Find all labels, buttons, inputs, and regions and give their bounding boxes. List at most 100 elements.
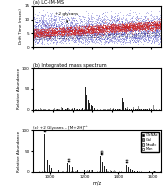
Point [151, 30, 153, 33]
Bar [156, 109, 157, 110]
Point [125, 24, 128, 27]
Point [74, 33, 76, 36]
Point [80, 29, 83, 33]
Point [106, 34, 109, 37]
Point [125, 18, 128, 21]
Point [76, 30, 79, 33]
Point [115, 30, 118, 33]
Point [114, 26, 116, 29]
Point [136, 34, 139, 37]
Point [96, 26, 99, 29]
Point [121, 28, 123, 31]
Point [129, 29, 132, 32]
Point [55, 40, 57, 43]
Point [114, 25, 116, 28]
Point [116, 17, 119, 20]
Point [104, 21, 107, 24]
Point [49, 36, 52, 39]
Point [123, 32, 125, 35]
Point [121, 26, 124, 29]
Point [112, 19, 115, 22]
Point [135, 34, 138, 37]
Point [136, 27, 138, 30]
Point [82, 31, 84, 34]
Point [45, 32, 47, 35]
Point [92, 26, 94, 29]
Point [134, 26, 137, 29]
Point [139, 35, 142, 38]
Point [140, 31, 143, 34]
Point [73, 23, 76, 26]
Point [143, 37, 146, 40]
Point [41, 29, 44, 32]
Point [54, 24, 57, 27]
Point [49, 31, 52, 34]
Point [52, 31, 54, 34]
Bar [122, 98, 123, 110]
Point [68, 32, 71, 35]
Point [63, 28, 66, 31]
Point [79, 30, 82, 33]
Point [90, 27, 93, 30]
Point [150, 21, 152, 24]
Point [95, 30, 97, 33]
Bar [39, 108, 40, 110]
Point [47, 25, 49, 28]
Point [113, 35, 116, 38]
Point [126, 40, 129, 43]
Point [34, 31, 37, 34]
Point [44, 23, 47, 26]
Point [145, 26, 147, 29]
Point [45, 25, 47, 28]
Point [70, 32, 72, 35]
Point [136, 25, 139, 28]
Point [62, 31, 65, 34]
Point [135, 22, 137, 25]
Point [67, 34, 70, 37]
Point [40, 28, 42, 31]
Point [100, 34, 102, 37]
Point [42, 24, 44, 27]
Point [77, 36, 80, 39]
Point [153, 23, 156, 26]
Point [101, 27, 104, 30]
Point [123, 26, 125, 29]
Point [140, 27, 143, 30]
Point [64, 31, 67, 34]
Point [79, 31, 81, 34]
Point [40, 28, 42, 31]
Point [43, 23, 46, 26]
Point [84, 24, 87, 27]
Point [119, 29, 122, 32]
Point [122, 26, 125, 29]
Point [41, 30, 44, 33]
Point [114, 29, 117, 32]
Point [108, 27, 111, 30]
Point [102, 25, 104, 28]
Point [71, 28, 74, 31]
Point [119, 24, 122, 27]
Point [76, 29, 78, 32]
Point [158, 17, 160, 20]
Point [48, 29, 51, 33]
Point [146, 22, 149, 25]
Point [59, 36, 62, 39]
Point [33, 29, 35, 32]
Point [149, 21, 152, 24]
Point [58, 38, 60, 41]
Bar [97, 109, 98, 110]
Point [148, 23, 150, 26]
Point [46, 31, 49, 34]
Point [71, 22, 74, 25]
Point [125, 25, 128, 28]
Point [139, 27, 142, 30]
Point [146, 26, 149, 29]
Point [97, 22, 99, 25]
Point [98, 26, 101, 29]
Point [105, 34, 108, 37]
Point [43, 29, 46, 32]
Point [150, 22, 153, 25]
Point [87, 36, 90, 39]
Point [155, 24, 158, 27]
Point [72, 41, 75, 44]
